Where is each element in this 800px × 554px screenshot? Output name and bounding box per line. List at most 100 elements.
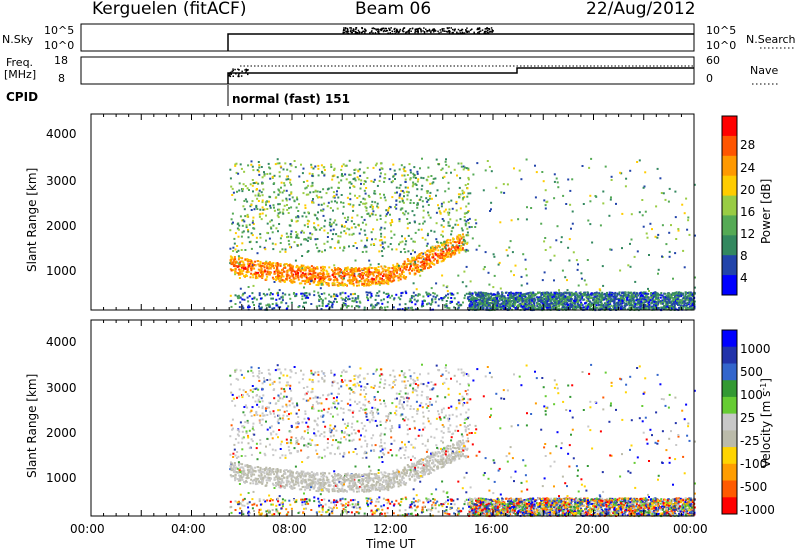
power-pixel	[444, 257, 447, 260]
power-pixel	[621, 247, 623, 250]
power-pixel	[311, 174, 314, 177]
power-pixel	[352, 277, 355, 279]
power-pixel	[668, 187, 671, 190]
power-pixel	[517, 297, 520, 300]
power-pixel	[564, 276, 567, 279]
power-pixel	[285, 178, 288, 181]
power-pixel	[241, 219, 244, 222]
power-pixel	[317, 294, 320, 297]
power-pixel	[285, 263, 288, 265]
power-pixel	[417, 293, 420, 296]
power-pixel	[373, 192, 376, 195]
power-pixel	[292, 265, 294, 268]
power-pixel	[663, 306, 666, 309]
power-pixel	[272, 278, 275, 281]
power-pixel	[347, 273, 350, 276]
noise-sky-point	[460, 29, 462, 32]
power-pixel	[660, 302, 663, 305]
power-pixel	[390, 181, 393, 184]
power-pixel	[558, 296, 561, 299]
power-pixel	[646, 303, 648, 306]
power-pixel	[420, 188, 423, 191]
power-pixel	[320, 164, 323, 167]
power-pixel	[664, 198, 667, 201]
power-pixel	[277, 294, 280, 297]
power-pixel	[508, 296, 511, 299]
noise-sky-point	[354, 32, 357, 35]
power-pixel	[397, 279, 400, 282]
power-pixel	[266, 262, 269, 265]
power-pixel	[343, 216, 346, 219]
power-pixel	[290, 220, 293, 222]
power-pixel	[244, 258, 247, 261]
power-pixel	[383, 280, 386, 283]
power-pixel	[232, 258, 235, 261]
power-pixel	[371, 282, 374, 285]
power-pixel	[339, 292, 342, 295]
power-pixel	[344, 269, 347, 272]
power-pixel	[323, 280, 326, 283]
power-pixel	[393, 273, 396, 276]
power-pixel	[685, 197, 688, 200]
power-pixel	[406, 222, 409, 225]
power-pixel	[356, 279, 359, 282]
power-pixel	[399, 267, 402, 270]
power-pixel	[352, 284, 355, 287]
noise-sky-point	[387, 32, 389, 34]
power-pixel	[579, 291, 582, 294]
power-pixel	[456, 307, 459, 310]
power-pixel	[234, 258, 237, 261]
power-pixel	[383, 193, 385, 196]
noise-sky-point	[345, 30, 347, 33]
power-pixel	[422, 209, 425, 212]
power-pixel	[259, 297, 262, 300]
power-pixel	[386, 305, 389, 308]
power-pixel	[547, 307, 550, 310]
power-pixel	[363, 189, 366, 192]
power-pixel	[391, 196, 394, 199]
power-pixel	[437, 244, 440, 247]
power-pixel	[568, 294, 571, 296]
freq-label-line2: [MHz]	[4, 68, 36, 81]
power-pixel	[683, 303, 686, 306]
power-pixel	[597, 303, 600, 306]
power-pixel	[666, 301, 669, 304]
power-pixel	[236, 272, 239, 274]
freq-point	[245, 68, 247, 71]
power-pixel	[372, 281, 375, 284]
power-pixel	[234, 261, 237, 264]
power-pixel	[662, 308, 665, 311]
power-pixel	[482, 301, 485, 304]
power-pixel	[641, 304, 644, 307]
power-pixel	[377, 269, 380, 272]
power-pixel	[305, 301, 307, 304]
power-pixel	[585, 299, 588, 302]
power-pixel	[421, 302, 424, 305]
power-pixel	[440, 243, 443, 246]
power-pixel	[681, 307, 684, 310]
power-pixel	[621, 305, 624, 308]
power-pixel	[655, 205, 658, 208]
power-pixel	[588, 296, 591, 299]
power-pixel	[370, 231, 373, 234]
power-pixel	[587, 299, 590, 302]
power-pixel	[395, 293, 398, 296]
power-pixel	[515, 299, 518, 302]
power-pixel	[258, 307, 261, 310]
power-pixel	[572, 292, 575, 295]
power-pixel	[467, 249, 470, 252]
power-pixel	[342, 305, 344, 308]
power-pixel	[326, 275, 329, 278]
noise-sky-point	[408, 32, 410, 34]
power-pixel	[650, 301, 653, 304]
power-pixel	[365, 206, 368, 209]
power-pixel	[559, 294, 562, 297]
power-pixel	[447, 187, 450, 190]
power-pixel	[342, 284, 345, 287]
power-pixel	[252, 190, 254, 193]
power-pixel	[365, 278, 368, 281]
power-pixel	[673, 299, 676, 301]
power-pixel	[410, 252, 412, 255]
power-pixel	[519, 297, 522, 299]
power-pixel	[452, 240, 454, 243]
